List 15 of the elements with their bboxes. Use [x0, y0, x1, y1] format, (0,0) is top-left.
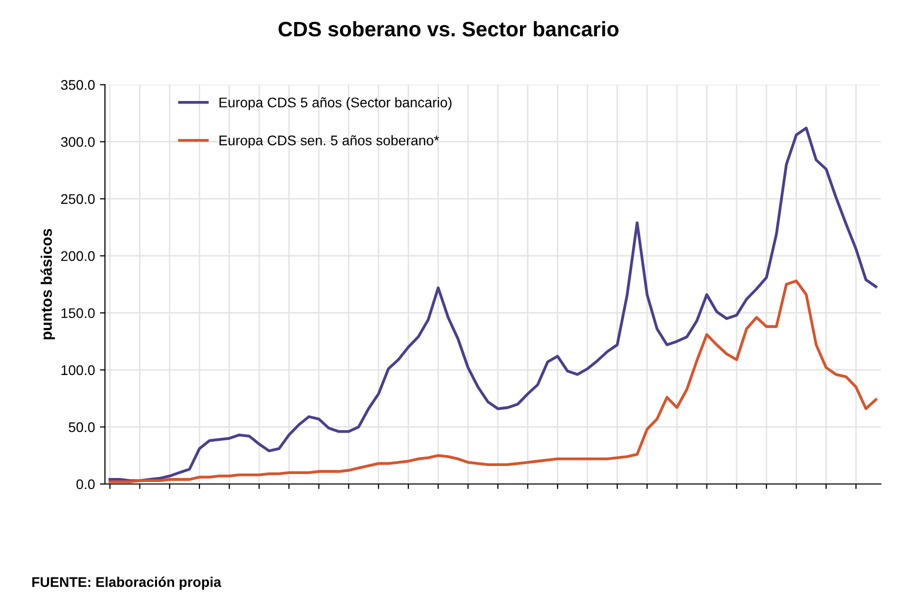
- y-tick-label: 250.0: [61, 194, 95, 204]
- y-tick-label: 100.0: [62, 365, 95, 376]
- legend-label: Europa CDS sen. 5 años soberano*: [220, 135, 440, 148]
- y-tick-label: 200.0: [61, 251, 95, 261]
- source-note: FUENTE: Elaboración propia: [32, 576, 222, 590]
- y-axis-title: puntos básicos: [40, 228, 55, 340]
- line-series: [108, 126, 878, 482]
- y-tick-label: 50.0: [68, 422, 95, 432]
- y-tick-label: 150.0: [62, 308, 95, 318]
- y-tick-label: 350.0: [61, 80, 95, 90]
- y-tick-label: 300.0: [61, 137, 95, 147]
- y-tick-label: 0.0: [76, 479, 95, 490]
- legend-label: Europa CDS 5 años (Sector bancario): [220, 97, 452, 110]
- line-series: [108, 280, 878, 484]
- chart-title: CDS soberano vs. Sector bancario: [278, 21, 618, 36]
